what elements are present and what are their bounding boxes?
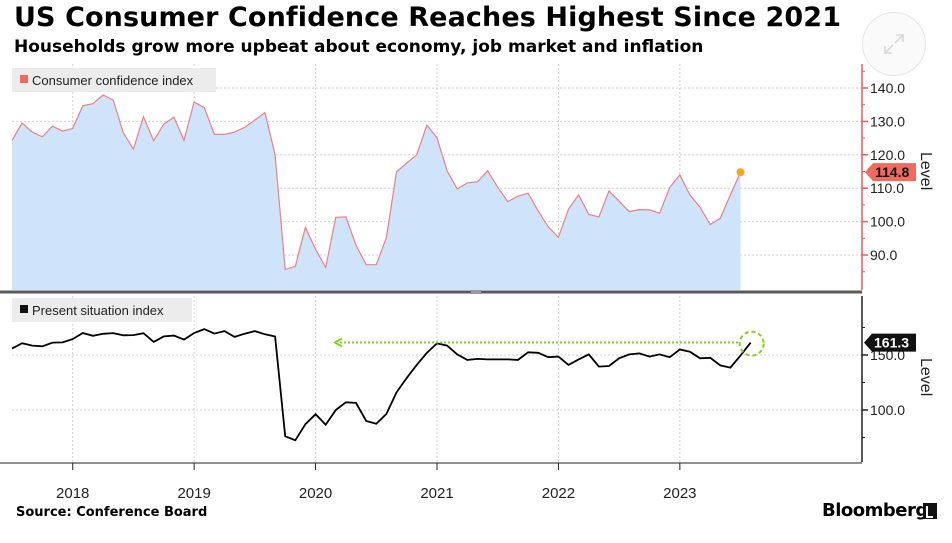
legend-swatch [20,305,28,313]
legend-label: Consumer confidence index [32,73,194,88]
latest-value-tag [864,333,916,352]
y-tick-label: 100.0 [870,402,905,418]
confidence-panel: 90.0 100.0 110.0 120.0 130.0 140.0 114.8 Level C… [0,64,934,294]
legend-box [12,68,216,92]
highlight-circle [738,330,765,357]
expand-button[interactable] [862,12,926,76]
latest-value-label: 114.8 [875,164,909,180]
confidence-line [11,94,742,271]
y-tick-label: 130.0 [870,113,905,129]
divider-handle [471,290,481,294]
chart-subtitle: Households grow more upbeat about econom… [14,37,704,57]
y-tick-label: 120.0 [870,147,905,163]
confidence-area [12,95,741,290]
brand-logo: Bloomberg [822,500,928,521]
y-tick-label: 90.0 [870,247,897,263]
y-tick-label: 110.0 [870,180,904,196]
x-tick-label: 2021 [420,485,453,502]
expand-icon [884,34,904,54]
x-axis: 2018 2019 2020 2021 2022 2023 [0,462,862,502]
x-tick-label: 2019 [177,485,210,502]
y-axis-title: Level [917,152,934,190]
x-tick-label: 2020 [299,485,332,502]
y-axis-title: Level [917,358,934,396]
comparison-arrowhead [332,337,343,348]
latest-value-label: 161.3 [874,335,909,351]
legend-swatch [20,75,28,83]
latest-value-tag [865,163,916,182]
chart-title: US Consumer Confidence Reaches Highest S… [14,2,842,33]
latest-point-marker [736,168,745,177]
y-tick-label: 100.0 [870,214,905,230]
x-tick-label: 2023 [663,485,696,502]
y-tick-label: 140.0 [870,80,905,96]
bloomberg-mark-icon [923,503,937,519]
x-tick-label: 2022 [542,485,575,502]
legend-box [12,298,192,322]
legend-label: Present situation index [32,303,164,318]
source-note: Source: Conference Board [16,505,208,520]
x-tick-label: 2018 [56,485,89,502]
situation-line [11,328,752,442]
